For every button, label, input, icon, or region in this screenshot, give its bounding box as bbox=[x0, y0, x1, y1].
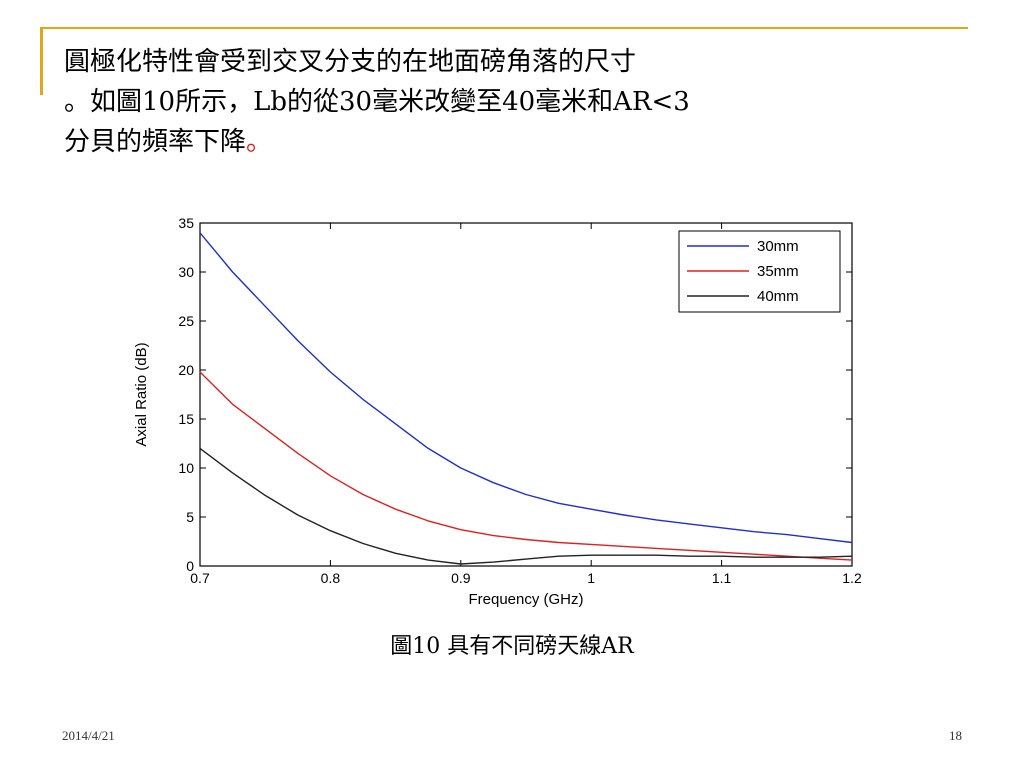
x-tick-label: 1 bbox=[587, 570, 595, 586]
legend-label-35mm: 35mm bbox=[757, 263, 799, 280]
series-line-30mm bbox=[199, 232, 853, 544]
title-line-3-text: 分貝的頻率下降 bbox=[64, 127, 247, 157]
y-tick-label: 20 bbox=[178, 362, 194, 378]
legend-label-40mm: 40mm bbox=[757, 288, 799, 305]
y-tick-label: 35 bbox=[178, 215, 194, 231]
x-tick-label: 0.9 bbox=[451, 570, 471, 586]
axial-ratio-chart: 0 5 10 15 20 25 30 35 0.7 0.8 0.9 1 1.1 1.2 Frequency … bbox=[110, 205, 890, 625]
y-tick-label: 0 bbox=[186, 558, 194, 574]
y-tick-label: 30 bbox=[178, 264, 194, 280]
y-axis-label: Axial Ratio (dB) bbox=[133, 342, 150, 446]
x-axis-label: Frequency (GHz) bbox=[468, 591, 583, 608]
series-line-35mm bbox=[199, 371, 853, 561]
title-accent-bar bbox=[40, 27, 43, 95]
title-line-1: 圓極化特性會受到交叉分支的在地面磅角落的尺寸 bbox=[64, 47, 637, 77]
title-line-3: 分貝的頻率下降。 bbox=[64, 122, 964, 162]
top-rule bbox=[40, 27, 968, 29]
legend-label-30mm: 30mm bbox=[757, 238, 799, 255]
x-tick-label: 0.8 bbox=[321, 570, 341, 586]
y-tick-label: 5 bbox=[186, 509, 194, 525]
x-tick-label: 1.1 bbox=[712, 570, 732, 586]
plot-frame bbox=[199, 222, 853, 567]
figure-caption: 圖10 具有不同磅天線AR bbox=[390, 634, 634, 659]
series-line-40mm bbox=[199, 447, 853, 565]
y-tick-label: 10 bbox=[178, 460, 194, 476]
x-tick-label: 0.7 bbox=[190, 570, 210, 586]
footer-date: 2014/4/21 bbox=[62, 728, 115, 743]
title-line-2: 。如圖10所示，Lb的從30毫米改變至40毫米和AR<3 bbox=[64, 87, 690, 117]
page-number: 18 bbox=[949, 728, 962, 743]
x-tick-label: 1.2 bbox=[842, 570, 862, 586]
title-end-mark: 。 bbox=[246, 127, 273, 157]
y-tick-label: 15 bbox=[178, 411, 194, 427]
slide-title: 圓極化特性會受到交叉分支的在地面磅角落的尺寸 。如圖10所示，Lb的從30毫米改… bbox=[64, 42, 964, 162]
chart-svg: 0 5 10 15 20 25 30 35 0.7 0.8 0.9 1 1.1 1.2 Frequency … bbox=[133, 215, 862, 608]
y-tick-label: 25 bbox=[178, 313, 194, 329]
